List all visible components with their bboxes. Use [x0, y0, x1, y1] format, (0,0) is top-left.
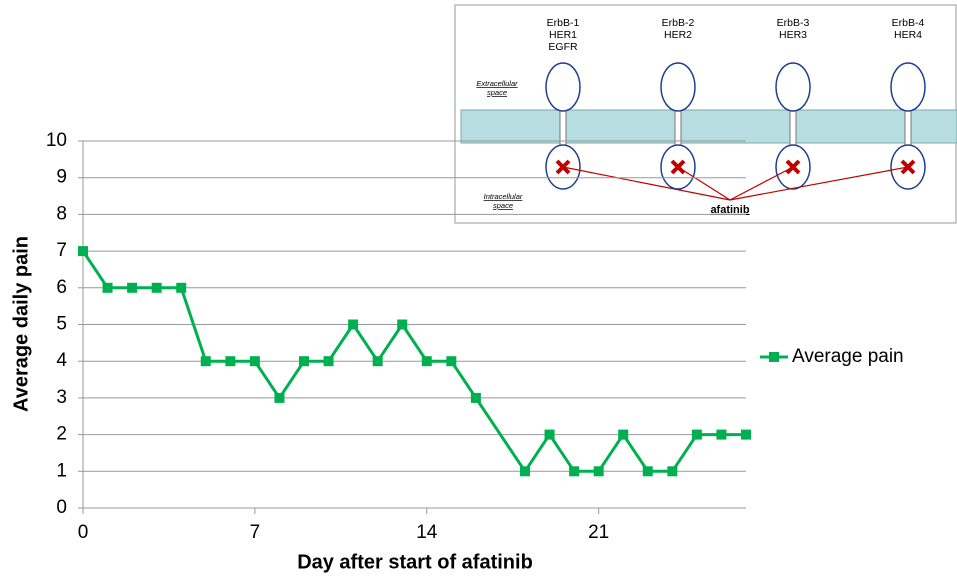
x-tick-label: 0	[78, 522, 89, 543]
y-tick-label: 3	[56, 387, 67, 408]
y-tick-label: 9	[56, 167, 67, 188]
receptor-label: ErbB-3	[777, 17, 810, 29]
y-tick-label: 7	[56, 240, 67, 261]
y-tick-label: 10	[46, 130, 67, 151]
x-tick-label: 21	[588, 522, 609, 543]
receptor-stem	[905, 108, 911, 146]
receptor-stem	[675, 108, 681, 146]
point	[152, 283, 162, 293]
receptor-stem	[790, 108, 796, 146]
point	[716, 430, 726, 440]
point	[373, 356, 383, 366]
y-tick-label: 0	[56, 497, 67, 518]
receptor-extracellular	[776, 63, 810, 111]
point	[103, 283, 113, 293]
point	[520, 466, 530, 476]
intracellular-label: space	[493, 201, 513, 210]
point	[348, 320, 358, 330]
x-tick-label: 7	[250, 522, 261, 543]
point	[643, 466, 653, 476]
y-tick-label: 5	[56, 314, 67, 335]
receptor-label: HER2	[664, 29, 692, 41]
y-tick-label: 8	[56, 203, 67, 224]
point	[274, 393, 284, 403]
receptor-label: HER4	[894, 29, 922, 41]
point	[250, 356, 260, 366]
receptor-extracellular	[891, 63, 925, 111]
y-tick-label: 4	[56, 350, 67, 371]
receptor-extracellular	[546, 63, 580, 111]
y-tick-label: 2	[56, 424, 67, 445]
receptor-label: EGFR	[548, 41, 578, 53]
receptor-label: HER1	[549, 29, 577, 41]
point	[471, 393, 481, 403]
point	[667, 466, 677, 476]
y-tick-label: 6	[56, 277, 67, 298]
point	[127, 283, 137, 293]
receptor-extracellular	[661, 63, 695, 111]
receptor-label: ErbB-4	[892, 17, 925, 29]
chart: Day after start of afatinib Average dail…	[0, 0, 957, 576]
receptor-label: HER3	[779, 29, 807, 41]
membrane	[461, 110, 957, 143]
extracellular-label: Extracellular	[476, 79, 518, 88]
point	[545, 430, 555, 440]
point	[446, 356, 456, 366]
y-axis-title: Average daily pain	[10, 236, 32, 412]
point	[324, 356, 334, 366]
point	[225, 356, 235, 366]
point	[594, 466, 604, 476]
point	[692, 430, 702, 440]
point	[78, 246, 88, 256]
extracellular-label: space	[487, 88, 507, 97]
receptor-label: ErbB-2	[662, 17, 695, 29]
point	[618, 430, 628, 440]
y-tick-label: 1	[56, 460, 67, 481]
x-axis-title: Day after start of afatinib	[297, 551, 533, 573]
point	[569, 466, 579, 476]
point	[201, 356, 211, 366]
point	[176, 283, 186, 293]
point	[741, 430, 751, 440]
point	[422, 356, 432, 366]
x-tick-label: 14	[416, 522, 438, 543]
legend-label: Average pain	[792, 346, 904, 367]
point	[397, 320, 407, 330]
legend-marker	[769, 352, 779, 362]
intracellular-label: Intracellular	[484, 192, 523, 201]
receptor-stem	[560, 108, 566, 146]
point	[299, 356, 309, 366]
receptor-label: ErbB-1	[547, 17, 580, 29]
